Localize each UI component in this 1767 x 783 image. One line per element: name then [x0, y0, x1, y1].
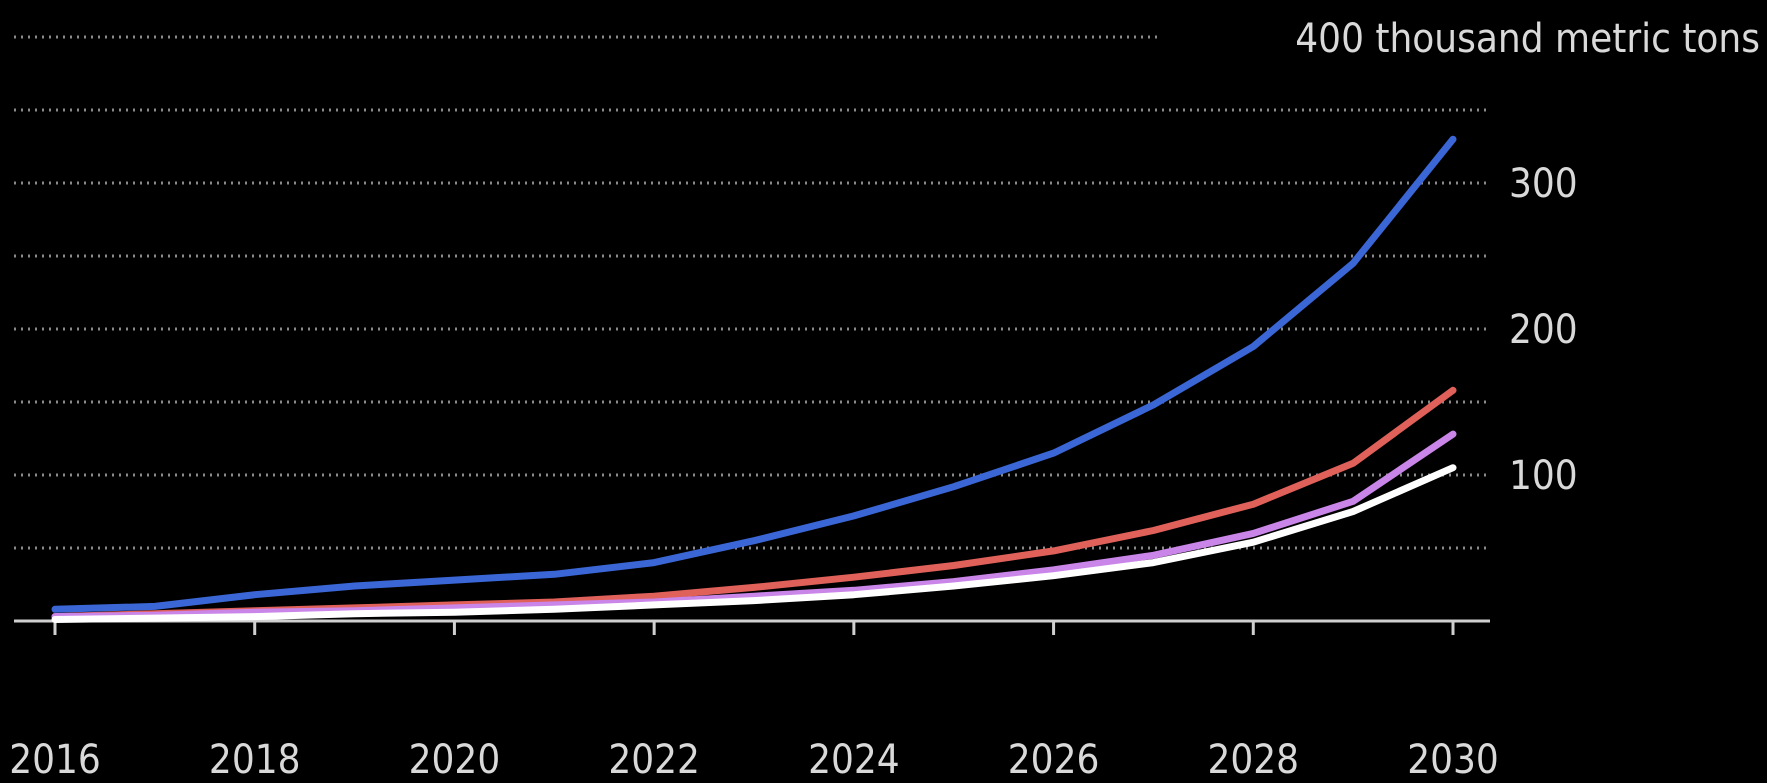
x-tick-label-2024: 2024	[808, 737, 900, 783]
series-line-2	[51, 386, 1457, 621]
x-tick-label-2030: 2030	[1407, 737, 1499, 783]
x-tick-label-2026: 2026	[1008, 737, 1100, 783]
series-line-4	[51, 464, 1457, 623]
y-unit-label: 400 thousand metric tons	[1295, 16, 1760, 62]
x-tick-label-2018: 2018	[209, 737, 301, 783]
tick-labels: 2016 2018 2020 2022 2024 2026 2028 2030 300 200 10…	[9, 161, 1577, 783]
series-line-3	[51, 430, 1457, 621]
x-tick-label-2022: 2022	[608, 737, 700, 783]
x-tick-label-2020: 2020	[409, 737, 501, 783]
gridlines	[14, 35, 1490, 550]
x-axis	[14, 619, 1490, 635]
y-tick-label-200: 200	[1509, 307, 1578, 353]
x-tick-label-2028: 2028	[1208, 737, 1300, 783]
series-line-1	[51, 135, 1457, 613]
y-tick-label-100: 100	[1509, 453, 1578, 499]
y-tick-label-300: 300	[1509, 161, 1578, 207]
x-tick-label-2016: 2016	[9, 737, 101, 783]
series-lines	[51, 135, 1457, 623]
